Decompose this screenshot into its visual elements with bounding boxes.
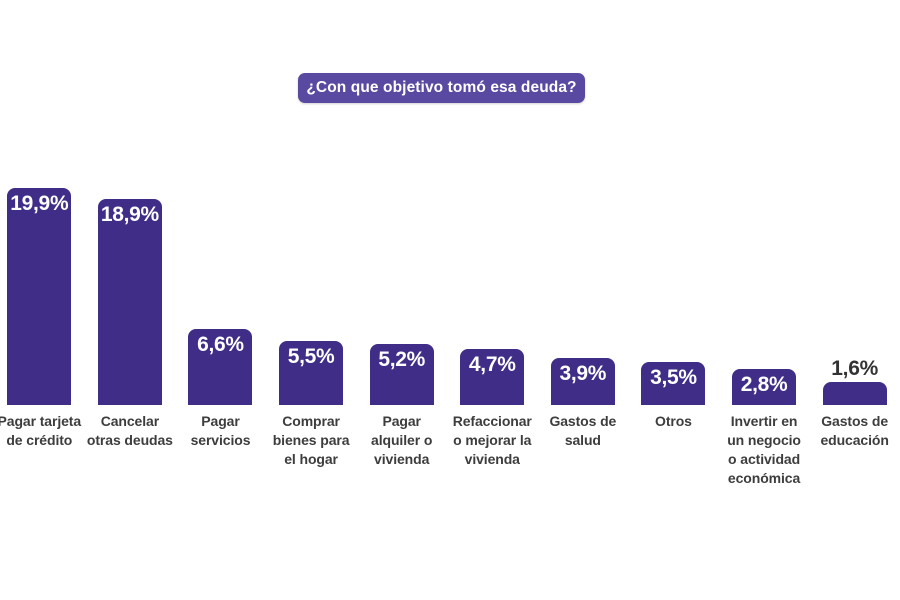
bar-column: 18,9% Cancelar otras deudas — [85, 175, 176, 450]
bar-column: 19,9% Pagar tarjeta de crédito — [0, 175, 85, 450]
value-label: 18,9% — [100, 203, 159, 226]
category-label: Gastos de salud — [549, 413, 617, 448]
bar: 19,9% — [7, 188, 72, 405]
value-label: 5,2% — [378, 348, 425, 371]
category-label: Otros — [655, 413, 692, 429]
bar-column: 3,5% Otros — [628, 175, 719, 431]
bar: 18,9% — [97, 199, 162, 405]
value-label: 2,8% — [740, 373, 788, 396]
bar-column: 3,9% Gastos de salud — [538, 175, 629, 450]
bar-zone: 3,5% — [641, 175, 706, 405]
bar: 6,6% — [188, 329, 253, 405]
bar: 4,7% — [460, 349, 525, 405]
value-label: 3,5% — [650, 366, 697, 389]
category-label: Pagar servicios — [190, 413, 251, 448]
category-label: Refaccionar o mejorar la vivienda — [452, 413, 532, 467]
bar-zone: 19,9% — [7, 175, 72, 405]
bar: 3,9% — [550, 358, 615, 405]
category-label: Comprar bienes para el hogar — [272, 413, 350, 467]
chart-title-badge: ¿Con que objetivo tomó esa deuda? — [298, 73, 585, 103]
bar — [822, 382, 887, 405]
value-label: 3,9% — [559, 362, 607, 385]
chart-title-text: ¿Con que objetivo tomó esa deuda? — [306, 79, 577, 96]
category-label: Invertir en un negocio o actividad econó… — [727, 413, 801, 486]
bar-zone: 18,9% — [97, 175, 162, 405]
bar-zone: 4,7% — [460, 175, 525, 405]
value-label: 6,6% — [197, 333, 244, 356]
bar: 5,5% — [279, 341, 344, 405]
value-label: 19,9% — [10, 192, 69, 215]
bar-column: 6,6% Pagar servicios — [175, 175, 266, 450]
bar-column: 5,5% Comprar bienes para el hogar — [266, 175, 357, 469]
bar-column: 5,2% Pagar alquiler o vivienda — [356, 175, 447, 469]
bar-zone: 2,8% — [732, 175, 797, 405]
bar-zone: 5,5% — [279, 175, 344, 405]
bar-column: 4,7% Refaccionar o mejorar la vivienda — [447, 175, 538, 469]
bar-zone: 6,6% — [188, 175, 253, 405]
value-label: 4,7% — [468, 353, 516, 376]
bar-zone: 1,6% — [822, 175, 887, 405]
category-label: Cancelar otras deudas — [86, 413, 173, 448]
category-label: Gastos de educación — [820, 413, 889, 448]
bars-container: 19,9% Pagar tarjeta de crédito 18,9% Cancel… — [0, 175, 900, 488]
bar: 3,5% — [641, 362, 706, 405]
bar: 2,8% — [732, 369, 797, 405]
bar-column: 1,6% Gastos de educación — [809, 175, 900, 450]
category-label: Pagar alquiler o vivienda — [371, 413, 433, 467]
category-label: Pagar tarjeta de crédito — [0, 413, 82, 448]
bar-column: 2,8% Invertir en un negocio o actividad e… — [719, 175, 810, 488]
bar-zone: 5,2% — [369, 175, 434, 405]
bar: 5,2% — [369, 344, 434, 405]
value-label: 5,5% — [287, 345, 335, 368]
bar-zone: 3,9% — [550, 175, 615, 405]
value-label: 1,6% — [831, 357, 878, 380]
